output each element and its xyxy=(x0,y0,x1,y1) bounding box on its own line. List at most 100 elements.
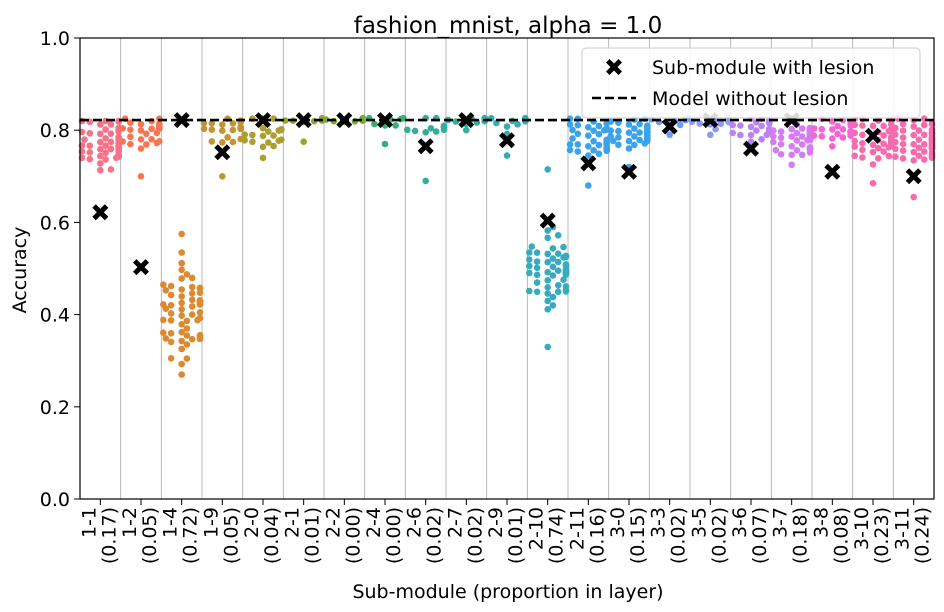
data-point xyxy=(834,130,841,138)
data-point xyxy=(880,122,887,130)
data-point xyxy=(793,129,801,137)
data-point xyxy=(526,256,533,263)
data-point xyxy=(265,139,272,146)
x-tick-proportion: (0.07) xyxy=(749,507,771,564)
data-point xyxy=(712,125,719,133)
data-point xyxy=(829,135,836,142)
data-point xyxy=(696,120,704,127)
data-point xyxy=(920,131,928,139)
data-point xyxy=(178,337,185,345)
data-point xyxy=(102,142,109,149)
data-point xyxy=(102,135,109,142)
data-point xyxy=(729,121,736,129)
data-point xyxy=(798,151,806,159)
data-point xyxy=(178,371,185,378)
data-point xyxy=(544,268,551,276)
x-tick-label: 2-7 xyxy=(444,507,466,538)
x-tick-proportion: (0.17) xyxy=(98,507,120,564)
data-point xyxy=(162,287,170,294)
data-point xyxy=(533,258,541,265)
lesion-marker xyxy=(580,155,597,172)
data-point xyxy=(127,126,134,133)
data-point xyxy=(554,288,562,296)
data-point xyxy=(729,129,736,137)
x-tick-proportion: (0.05) xyxy=(220,507,242,564)
data-point xyxy=(560,276,567,284)
data-point xyxy=(137,136,145,143)
x-tick-label: 3-0 xyxy=(607,507,629,538)
data-point xyxy=(156,120,163,128)
data-point xyxy=(793,137,801,144)
data-point xyxy=(544,234,551,242)
data-point xyxy=(102,126,109,133)
data-point xyxy=(183,332,191,339)
data-point xyxy=(107,138,115,146)
data-point xyxy=(102,156,109,163)
data-point xyxy=(625,145,633,152)
data-point xyxy=(566,121,574,128)
data-point xyxy=(798,125,806,132)
lesion-marker xyxy=(133,259,149,276)
data-point xyxy=(160,281,167,289)
data-point xyxy=(178,328,185,336)
data-point xyxy=(463,126,470,134)
data-point xyxy=(533,288,541,296)
x-tick-label: 2-10 xyxy=(526,507,548,550)
data-point xyxy=(920,121,928,129)
data-point xyxy=(200,125,208,133)
data-point xyxy=(432,128,440,135)
lesion-marker-shape xyxy=(92,204,109,221)
data-point xyxy=(869,179,877,187)
data-point xyxy=(167,338,175,346)
data-point xyxy=(503,152,511,159)
data-point xyxy=(422,177,430,185)
data-point xyxy=(183,317,191,325)
data-point xyxy=(788,151,795,159)
data-point xyxy=(892,145,899,153)
data-point xyxy=(631,141,638,149)
lesion-marker xyxy=(458,112,475,129)
data-point xyxy=(892,138,899,146)
data-point xyxy=(793,147,801,154)
data-point xyxy=(127,140,134,148)
data-point xyxy=(753,127,760,134)
data-point xyxy=(851,121,858,129)
data-point xyxy=(631,133,638,140)
data-point xyxy=(219,127,226,134)
data-point xyxy=(869,161,877,168)
data-point xyxy=(910,131,917,139)
data-point xyxy=(86,155,94,163)
x-tick-label: 3-5 xyxy=(688,507,710,538)
x-tick-proportion: (0.01) xyxy=(505,507,527,564)
y-tick-label: 0.2 xyxy=(40,397,70,419)
data-point xyxy=(777,134,785,142)
data-point xyxy=(910,123,917,130)
data-point xyxy=(107,130,115,137)
data-point xyxy=(544,258,551,266)
y-tick-label: 0.0 xyxy=(40,489,70,511)
data-point xyxy=(770,127,777,134)
x-tick-label: 2-1 xyxy=(282,507,304,538)
lesion-marker-shape xyxy=(661,118,678,135)
data-point xyxy=(219,139,226,146)
data-point xyxy=(851,152,858,160)
data-point xyxy=(574,148,582,155)
data-point xyxy=(666,131,673,139)
data-point xyxy=(885,152,893,160)
data-point xyxy=(167,282,175,290)
data-point xyxy=(595,150,603,158)
data-point xyxy=(533,249,541,256)
data-point xyxy=(615,141,622,149)
data-point xyxy=(737,122,744,129)
data-point xyxy=(554,250,562,257)
data-point xyxy=(167,355,175,362)
data-point xyxy=(562,283,570,290)
data-point xyxy=(798,141,806,148)
data-point xyxy=(585,152,592,159)
data-point xyxy=(440,122,448,129)
data-point xyxy=(526,287,533,295)
data-point xyxy=(107,145,115,153)
data-point xyxy=(188,274,196,282)
x-tick-proportion: (0.05) xyxy=(139,507,161,564)
data-point xyxy=(788,161,795,169)
